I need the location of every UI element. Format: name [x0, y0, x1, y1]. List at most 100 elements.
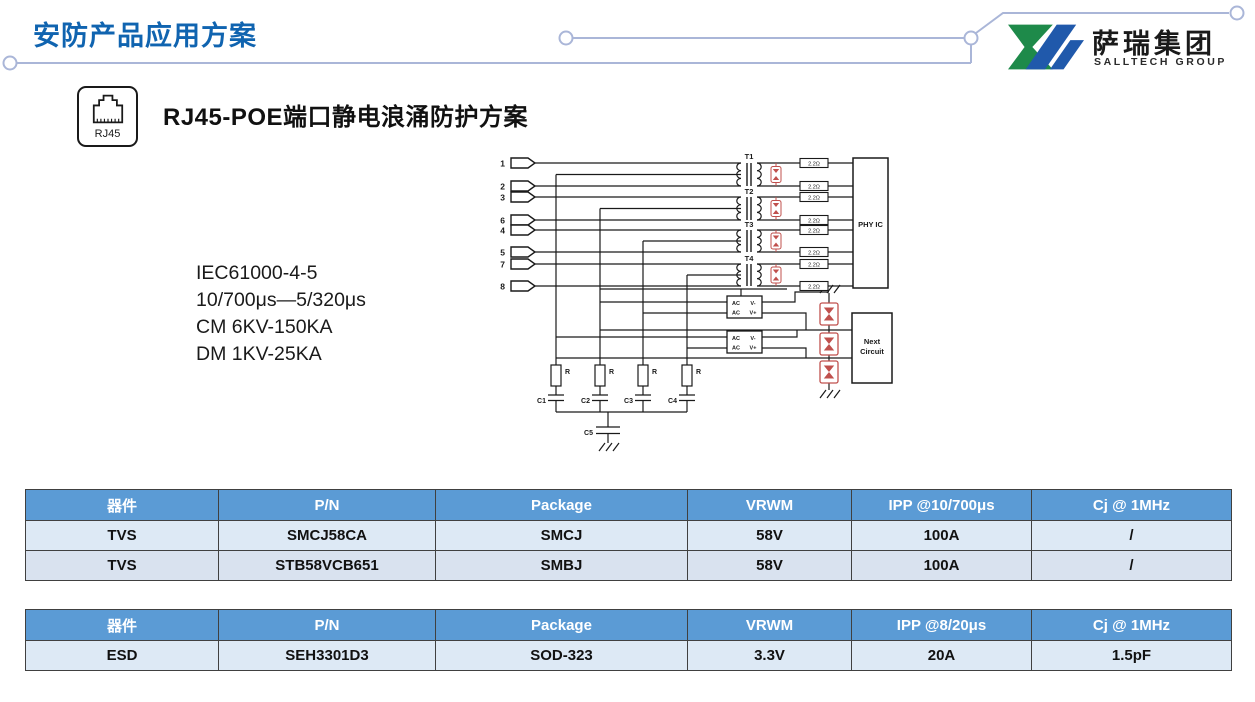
rj45-icon-label: RJ45 — [94, 128, 121, 140]
table-cell: ESD — [25, 640, 219, 671]
header-cell: Cj @ 1MHz — [1031, 489, 1232, 521]
phy-ic-label: PHY IC — [858, 220, 883, 229]
table-row: TVS STB58VCB651 SMBJ 58V 100A / — [25, 550, 1232, 581]
rj45-port-icon: RJ45 — [77, 86, 138, 147]
cap-label: C2 — [581, 398, 590, 405]
shunt-resistor-label: R — [609, 369, 614, 376]
bridge-rectifier-2: AC AC V- V+ — [726, 330, 763, 354]
header-cell: P/N — [218, 609, 436, 641]
resistor-value: 2.2Ω — [808, 195, 820, 201]
bridge-vplus-label: V+ — [750, 346, 757, 352]
table-cell: STB58VCB651 — [218, 550, 436, 581]
table-cell: 100A — [851, 520, 1032, 551]
pin-number: 1 — [500, 159, 505, 169]
resistor-value: 2.2Ω — [808, 284, 820, 290]
header-cell: 器件 — [25, 609, 219, 641]
transformer-label: T2 — [745, 187, 754, 196]
table-cell: SMCJ58CA — [218, 520, 436, 551]
next-circuit-block: Next Circuit — [851, 312, 893, 384]
table-cell: 58V — [687, 520, 852, 551]
bridge-ac-label: AC — [732, 301, 740, 307]
logo-name-cn: 萨瑞集团 — [1092, 29, 1216, 59]
bridge-ac-label: AC — [732, 346, 740, 352]
page-title: 安防产品应用方案 — [33, 21, 257, 51]
pin-number: 8 — [500, 282, 505, 292]
table-cell: 1.5pF — [1031, 640, 1232, 671]
transformer-label: T1 — [745, 152, 754, 161]
table-cell: SOD-323 — [435, 640, 688, 671]
pin-number: 6 — [500, 216, 505, 226]
header-cell: Cj @ 1MHz — [1031, 609, 1232, 641]
next-circuit-label: Next — [864, 337, 881, 346]
table-row: ESD SEH3301D3 SOD-323 3.3V 20A 1.5pF — [25, 640, 1232, 671]
table-cell: TVS — [25, 520, 219, 551]
surge-spec-text: IEC61000-4-5 10/700μs—5/320μs CM 6KV-150… — [196, 260, 366, 368]
resistor-value: 2.2Ω — [808, 184, 820, 190]
tvs-diodes — [819, 302, 839, 384]
pin-number: 4 — [500, 226, 505, 236]
table-cell: SMBJ — [435, 550, 688, 581]
decorative-lines — [2, 5, 1245, 71]
phy-ic-block: PHY IC — [852, 157, 889, 289]
spec-line: IEC61000-4-5 — [196, 262, 318, 284]
spec-line: DM 1KV-25KA — [196, 343, 322, 365]
pin-number: 2 — [500, 182, 505, 192]
esd-diodes — [770, 163, 782, 286]
transformer-label: T4 — [745, 254, 755, 263]
company-logo-icon — [1008, 24, 1084, 70]
pin-number: 7 — [500, 260, 505, 270]
bridge-ac-label: AC — [732, 336, 740, 342]
next-circuit-label: Circuit — [860, 347, 884, 356]
transformer-label: T3 — [745, 220, 754, 229]
bridge-ac-label: AC — [732, 311, 740, 317]
resistor-value: 2.2Ω — [808, 161, 820, 167]
header-cell: Package — [435, 609, 688, 641]
header-cell: 器件 — [25, 489, 219, 521]
table-cell: SMCJ — [435, 520, 688, 551]
header-cell: P/N — [218, 489, 436, 521]
resistor-value: 2.2Ω — [808, 218, 820, 224]
shunt-resistor-label: R — [565, 369, 570, 376]
bridge-vminus-label: V- — [750, 336, 755, 342]
company-logo: 萨瑞集团 SALLTECH GROUP — [1008, 20, 1243, 78]
resistor-value: 2.2Ω — [808, 250, 820, 256]
table-cell: 58V — [687, 550, 852, 581]
header-cell: IPP @8/20μs — [851, 609, 1032, 641]
pin-number: 5 — [500, 248, 505, 258]
logo-name-en: SALLTECH GROUP — [1094, 56, 1228, 68]
table-cell: 100A — [851, 550, 1032, 581]
shunt-resistor-label: R — [652, 369, 657, 376]
table-cell: SEH3301D3 — [218, 640, 436, 671]
esd-parts-table: 器件 P/N Package VRWM IPP @8/20μs Cj @ 1MH… — [25, 609, 1232, 671]
section-title: RJ45-POE端口静电浪涌防护方案 — [163, 104, 529, 131]
pin-number: 3 — [500, 193, 505, 203]
header-cell: IPP @10/700μs — [851, 489, 1032, 521]
table-cell: / — [1031, 550, 1232, 581]
shunt-resistor-label: R — [696, 369, 701, 376]
table-cell: 20A — [851, 640, 1032, 671]
tvs-parts-table: 器件 P/N Package VRWM IPP @10/700μs Cj @ 1… — [25, 489, 1232, 581]
table-header-row: 器件 P/N Package VRWM IPP @8/20μs Cj @ 1MH… — [25, 609, 1232, 641]
resistor-value: 2.2Ω — [808, 262, 820, 268]
table-cell: TVS — [25, 550, 219, 581]
header-cell: Package — [435, 489, 688, 521]
table-cell: / — [1031, 520, 1232, 551]
cap-label: C4 — [668, 398, 677, 405]
spec-line: 10/700μs—5/320μs — [196, 289, 366, 311]
table-row: TVS SMCJ58CA SMCJ 58V 100A / — [25, 520, 1232, 551]
circuit-diagram: 1 2 3 6 4 5 7 8 T1 T2 T3 T4 2.2Ω 2.2Ω 2.… — [500, 152, 893, 452]
table-header-row: 器件 P/N Package VRWM IPP @10/700μs Cj @ 1… — [25, 489, 1232, 521]
cap-label: C5 — [584, 430, 593, 437]
header-cell: VRWM — [687, 489, 852, 521]
header-cell: VRWM — [687, 609, 852, 641]
resistor-value: 2.2Ω — [808, 228, 820, 234]
cap-label: C1 — [537, 398, 546, 405]
rj45-pins — [510, 157, 537, 292]
table-cell: 3.3V — [687, 640, 852, 671]
bridge-vplus-label: V+ — [750, 311, 757, 317]
bridge-vminus-label: V- — [750, 301, 755, 307]
bridge-rectifier-1: AC AC V- V+ — [726, 295, 763, 319]
spec-line: CM 6KV-150KA — [196, 316, 333, 338]
series-resistors — [799, 157, 829, 292]
